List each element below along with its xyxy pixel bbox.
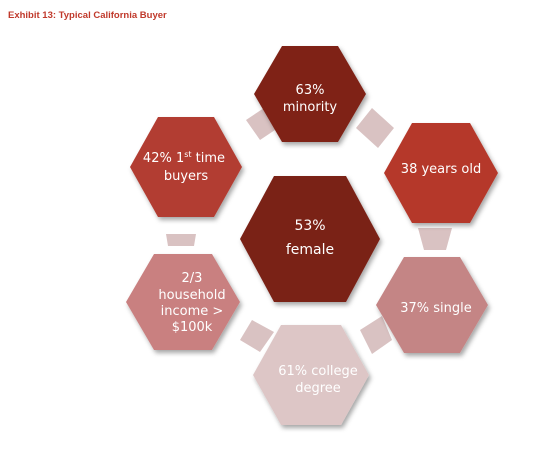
hexagon-top-right: 38 years old [384, 123, 498, 223]
hexagon-center: 53% female [240, 176, 380, 302]
hexagon-bottom: 61% college degree [253, 325, 369, 425]
hex-bottom-line2: degree [295, 381, 341, 396]
hex-top-left-line2: buyers [164, 169, 209, 184]
hex-bottom-left-line4: $100k [172, 320, 213, 335]
hex-center-line2: female [286, 242, 334, 258]
hex-bottom-right-line1: 37% single [400, 301, 472, 316]
hexagon-top: 63% minority [254, 46, 366, 142]
hex-bottom-left-line2: household [158, 288, 225, 303]
exhibit-title: Exhibit 13: Typical California Buyer [8, 10, 167, 21]
connector-bottom-bottomleft [240, 320, 274, 352]
connector-bottomright-bottom [360, 316, 392, 354]
hex-bottom-left-line3: income > [161, 304, 224, 319]
hexagon-bottom-left: 2/3 household income > $100k [126, 254, 240, 350]
connector-strips [166, 108, 452, 354]
hexagon-bottom-right: 37% single [376, 257, 488, 353]
hex-top-line2: minority [283, 100, 338, 115]
hex-center-line1: 53% [294, 218, 325, 234]
connector-topleft-top [246, 108, 278, 140]
hex-top-line1: 63% [296, 83, 325, 98]
connector-top-topright [356, 108, 394, 148]
connector-topright-bottomright [418, 228, 452, 250]
hexagon-top-left: 42% 1st time buyers [130, 117, 242, 217]
hex-bottom-line1: 61% college [278, 364, 358, 379]
hex-top-left-line1: 42% 1st time [143, 150, 225, 166]
connector-bottomleft-topleft [166, 234, 196, 246]
hex-top-right-line1: 38 years old [401, 162, 481, 177]
hex-bottom-left-line1: 2/3 [182, 271, 203, 286]
